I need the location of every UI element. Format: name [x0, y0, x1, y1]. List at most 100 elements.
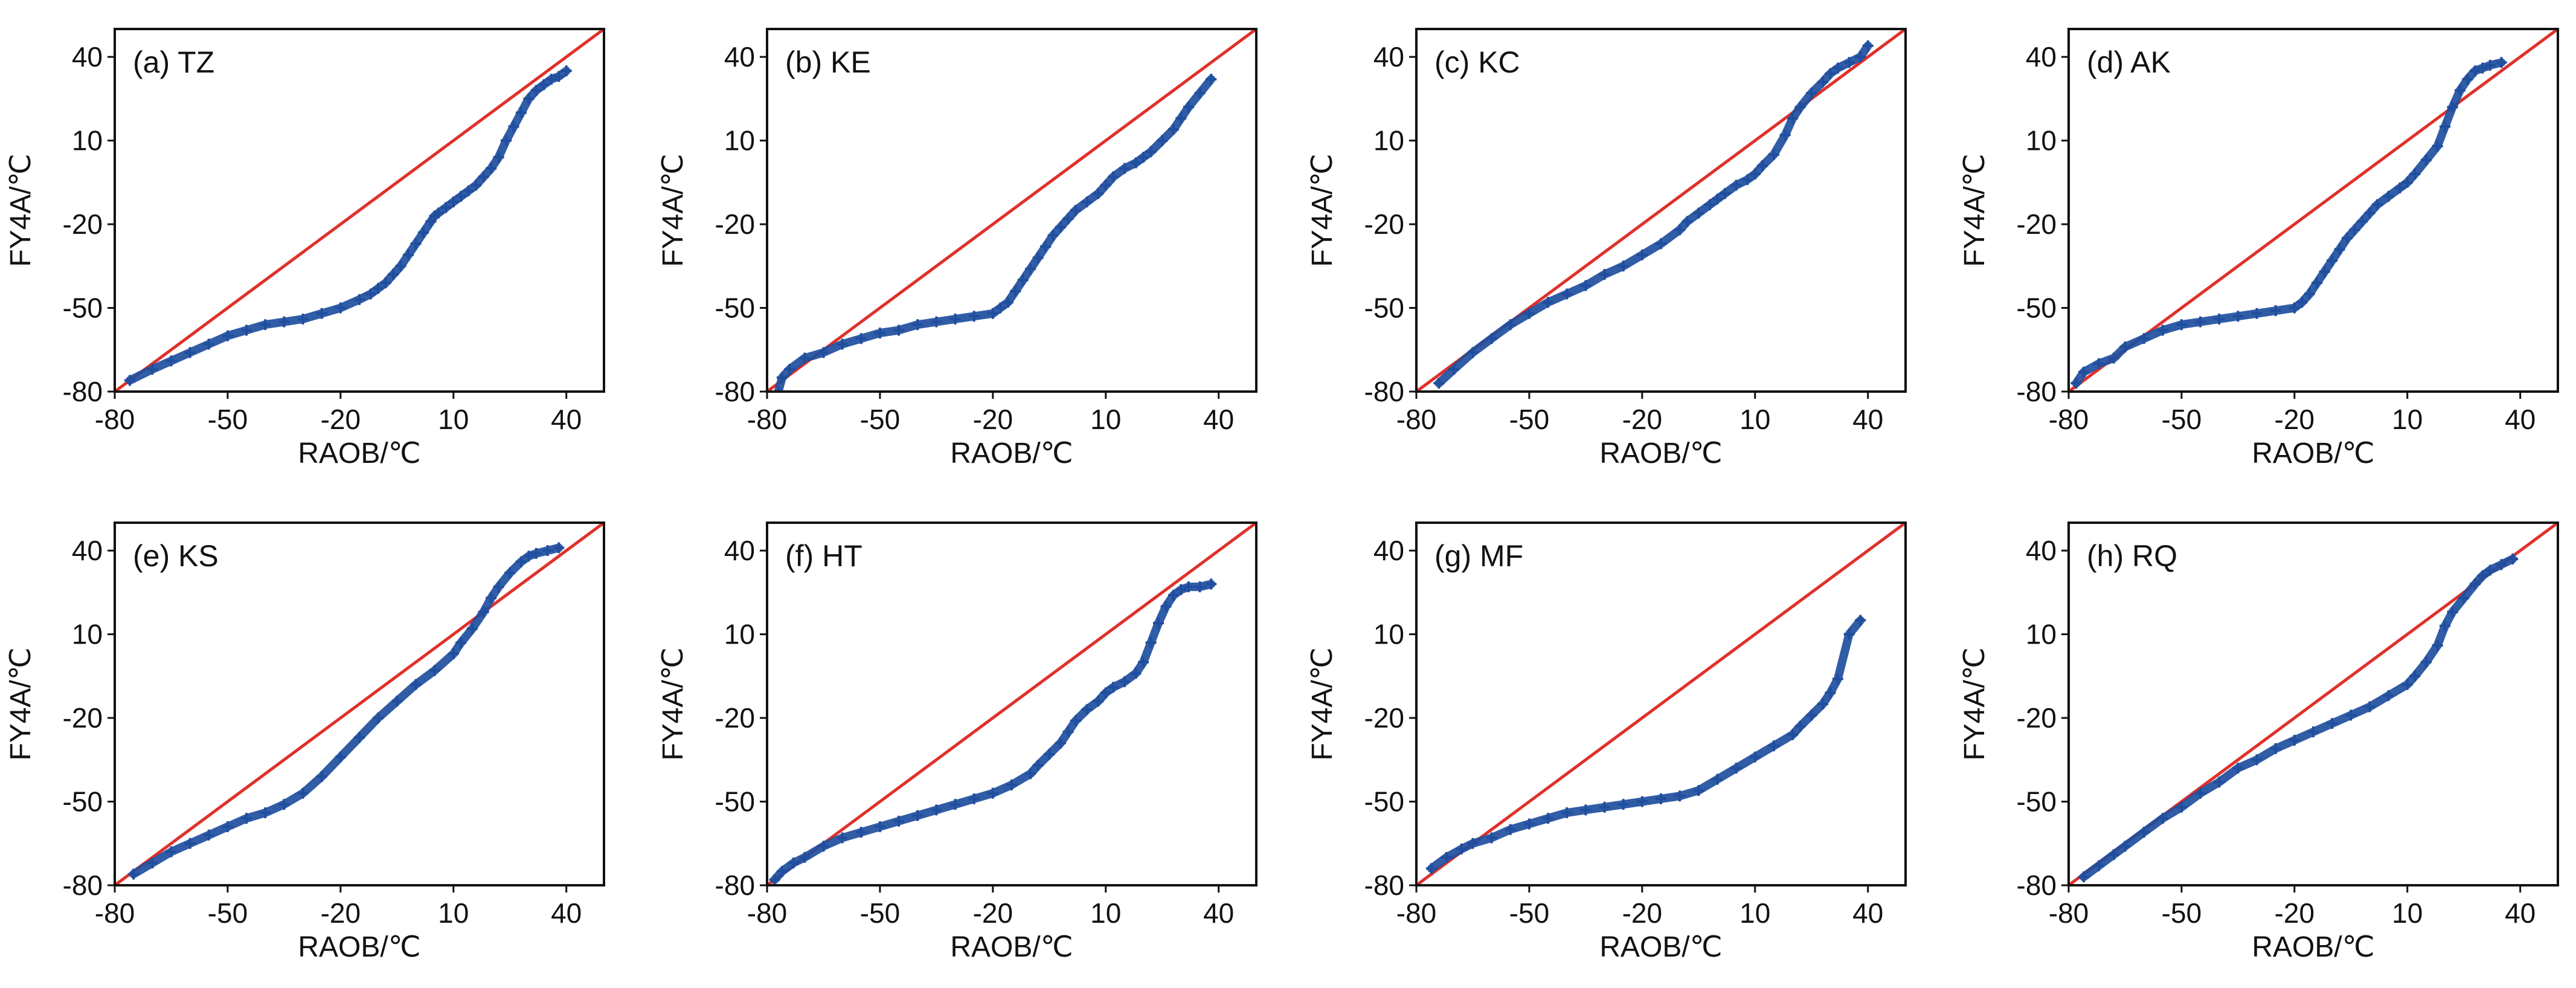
data-point — [1817, 699, 1828, 709]
y-tick-label: -20 — [1364, 702, 1404, 734]
y-axis-label: FY4A/℃ — [1959, 647, 1991, 760]
data-point — [1599, 801, 1610, 813]
data-point-cloud — [1427, 616, 1865, 873]
data-point — [1768, 740, 1779, 752]
data-point — [1108, 171, 1119, 182]
data-point — [1119, 676, 1130, 688]
data-point — [1617, 260, 1629, 272]
data-point — [260, 807, 271, 818]
data-point — [297, 787, 309, 799]
x-tick-label: 10 — [438, 404, 469, 435]
data-point — [2214, 314, 2225, 324]
data-point — [2251, 754, 2263, 766]
data-point — [278, 316, 290, 328]
chart-panel-5: -80 -50 -20 10 40 -80 -50 -20 10 40 RAOB/℃ FY4A/℃ (e… — [5, 521, 605, 963]
x-tick-label: -20 — [321, 404, 361, 435]
data-point — [373, 712, 384, 724]
data-point — [1749, 169, 1761, 179]
y-tick-label: -20 — [63, 702, 103, 734]
data-point — [335, 751, 346, 763]
x-tick-label: -80 — [95, 897, 135, 929]
x-tick-label: -20 — [1622, 404, 1662, 435]
data-point — [1168, 590, 1179, 601]
data-point — [2507, 554, 2519, 564]
data-point — [1062, 213, 1074, 224]
data-point — [2469, 65, 2481, 77]
reference-line-y-equals-x — [115, 29, 604, 392]
y-tick-label: -20 — [715, 208, 755, 240]
data-point — [2345, 709, 2357, 721]
data-point — [1730, 179, 1742, 191]
data-point — [2119, 841, 2131, 852]
data-point — [1561, 288, 1573, 300]
data-point — [772, 386, 784, 392]
y-tick-label: -50 — [2017, 786, 2057, 818]
data-point — [508, 121, 519, 132]
data-point — [2357, 216, 2368, 227]
y-tick-label: -80 — [63, 376, 103, 407]
y-tick-label: 40 — [724, 41, 755, 73]
plot-frame — [1415, 521, 1907, 886]
data-point — [1100, 687, 1111, 699]
data-point — [968, 311, 980, 322]
data-point — [1757, 160, 1768, 172]
data-point — [2270, 305, 2281, 317]
data-point — [1183, 581, 1194, 593]
data-point — [2496, 559, 2507, 570]
data-point — [1157, 135, 1168, 146]
data-point — [799, 352, 811, 364]
data-point — [2458, 592, 2470, 604]
data-point — [1523, 308, 1535, 319]
data-point — [855, 333, 867, 344]
y-tick-label: 40 — [72, 535, 103, 566]
data-point — [818, 841, 829, 852]
data-point — [2447, 606, 2458, 618]
data-point — [241, 813, 252, 824]
data-point — [1062, 726, 1074, 738]
data-point — [855, 827, 867, 838]
x-tick-label: -50 — [1509, 897, 1549, 929]
x-tick-label: -20 — [2275, 404, 2314, 435]
data-point — [523, 551, 535, 562]
data-point — [316, 771, 327, 782]
data-point — [1010, 285, 1021, 297]
data-point — [1081, 196, 1093, 208]
data-point — [1712, 773, 1723, 785]
data-point — [2078, 871, 2089, 883]
data-point — [455, 637, 467, 648]
data-point — [987, 308, 998, 319]
y-tick-label: -50 — [1364, 292, 1404, 324]
data-point — [2469, 578, 2481, 590]
data-point-cloud — [1434, 41, 1872, 388]
plot-frame — [766, 521, 1257, 886]
data-point — [538, 79, 550, 91]
data-point — [395, 260, 406, 272]
data-point — [2078, 366, 2089, 378]
data-point — [1681, 216, 1693, 227]
data-point — [2138, 827, 2150, 838]
x-tick-label: -50 — [860, 404, 900, 435]
data-point — [2232, 311, 2244, 322]
y-tick-label: -50 — [63, 786, 103, 818]
y-tick-label: 10 — [72, 619, 103, 650]
data-point — [478, 606, 489, 618]
data-point — [1843, 57, 1855, 68]
data-point — [799, 851, 811, 863]
data-point — [1768, 149, 1779, 160]
plot-frame — [2067, 521, 2559, 886]
data-point — [1130, 668, 1142, 679]
x-tick-label: -50 — [860, 897, 900, 929]
data-point — [515, 556, 527, 567]
data-point-series — [128, 542, 565, 880]
y-tick-label: 40 — [72, 41, 103, 73]
x-tick-label: 40 — [2505, 897, 2536, 929]
data-point — [2371, 199, 2383, 210]
x-axis-label: RAOB/℃ — [950, 931, 1073, 963]
y-tick-label: 10 — [1373, 619, 1404, 650]
data-point-cloud — [2072, 58, 2506, 388]
data-point — [1832, 673, 1843, 685]
data-point — [493, 152, 504, 163]
data-point — [1138, 656, 1149, 668]
x-tick-label: -50 — [2162, 897, 2202, 929]
data-point — [1825, 687, 1836, 699]
